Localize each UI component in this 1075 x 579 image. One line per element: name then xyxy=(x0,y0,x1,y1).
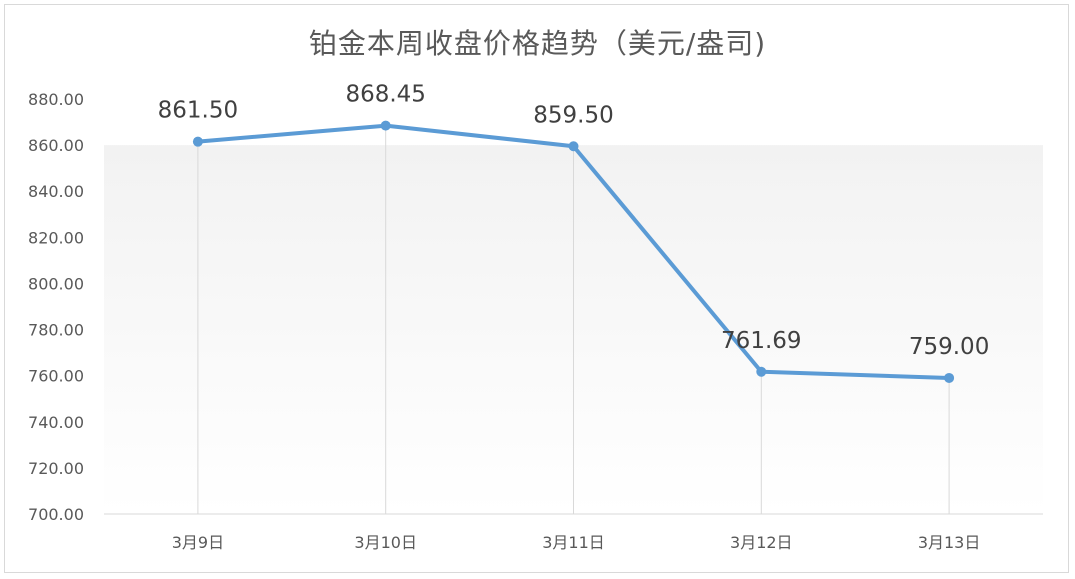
x-axis-ticks: 3月9日 3月10日 3月11日 3月12日 3月13日 xyxy=(172,533,981,552)
chart-title: 铂金本周收盘价格趋势（美元/盎司) xyxy=(308,27,767,60)
x-tick-label: 3月9日 xyxy=(172,533,224,552)
data-labels: 861.50 868.45 859.50 761.69 759.00 xyxy=(158,82,990,360)
data-label: 859.50 xyxy=(533,102,613,128)
y-tick-label: 840.00 xyxy=(28,182,84,201)
drop-lines xyxy=(197,125,950,514)
data-point xyxy=(380,120,391,131)
data-label: 861.50 xyxy=(158,98,238,124)
x-tick-label: 3月10日 xyxy=(354,533,417,552)
data-point xyxy=(756,366,767,377)
data-label: 759.00 xyxy=(909,334,989,360)
data-point xyxy=(192,136,203,147)
y-axis-ticks: 700.00 720.00 740.00 760.00 780.00 800.00 820.… xyxy=(28,90,84,524)
data-label: 761.69 xyxy=(721,328,801,354)
y-tick-label: 780.00 xyxy=(28,321,84,340)
x-tick-label: 3月12日 xyxy=(730,533,793,552)
x-tick-label: 3月13日 xyxy=(918,533,981,552)
y-tick-label: 880.00 xyxy=(28,90,84,109)
data-label: 868.45 xyxy=(345,82,425,108)
y-tick-label: 720.00 xyxy=(28,459,84,478)
data-point xyxy=(568,141,579,152)
y-tick-label: 860.00 xyxy=(28,136,84,155)
series-line-group xyxy=(192,120,955,383)
data-point xyxy=(944,372,955,383)
y-tick-label: 800.00 xyxy=(28,274,84,293)
x-tick-label: 3月11日 xyxy=(542,533,605,552)
y-tick-label: 760.00 xyxy=(28,367,84,386)
y-tick-label: 740.00 xyxy=(28,413,84,432)
y-tick-label: 700.00 xyxy=(28,505,84,524)
y-tick-label: 820.00 xyxy=(28,228,84,247)
